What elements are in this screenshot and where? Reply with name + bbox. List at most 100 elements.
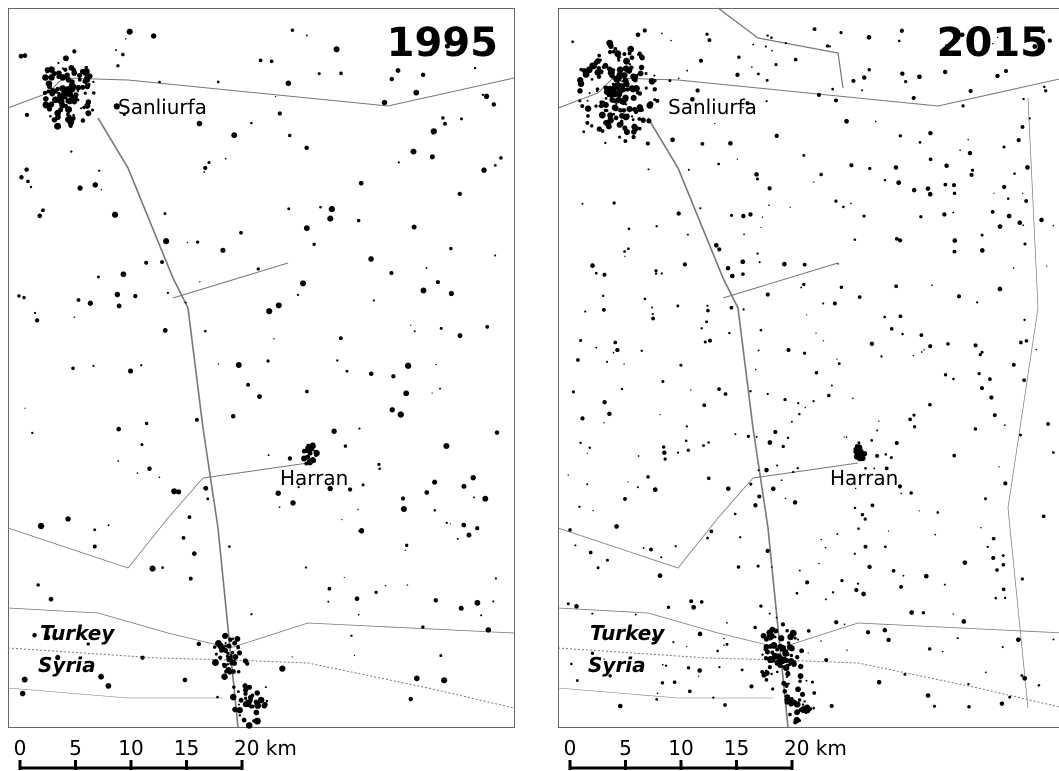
settlement [69,79,75,85]
settlement [257,394,262,399]
settlement [794,711,797,714]
settlement [961,104,965,108]
settlement [72,116,76,120]
settlement [67,114,72,119]
settlement [917,74,922,80]
settlement [395,68,401,73]
settlement [1006,197,1010,200]
settlement [867,564,872,570]
settlement [605,123,612,130]
settlement [636,486,639,489]
settlement [391,374,396,379]
settlement [782,689,788,694]
settlement [617,703,623,709]
settlement [619,99,624,105]
settlement [234,636,241,642]
settlement [1001,554,1005,558]
settlement [618,107,623,113]
settlement [931,284,933,286]
settlement [42,101,48,107]
settlement [836,358,838,360]
settlement [420,287,427,294]
settlement [685,645,688,648]
road [1007,97,1039,709]
settlement [1011,362,1016,367]
settlement [706,476,711,481]
settlement [92,182,99,188]
settlement [625,87,630,92]
settlement [67,118,75,126]
settlement [889,327,894,331]
settlement [37,213,43,219]
settlement [239,230,243,235]
settlement [788,645,795,652]
settlement [84,84,90,90]
settlement [307,450,313,456]
settlement [618,121,624,127]
settlement [912,425,917,429]
settlement [445,521,448,525]
settlement [782,665,786,669]
settlement [992,43,994,45]
settlement [253,717,261,725]
settlement [171,488,178,495]
settlement [1024,199,1029,203]
settlement [598,111,606,119]
settlement [900,71,905,76]
settlement [413,330,416,333]
settlement [266,359,270,363]
settlement [622,52,627,56]
settlement [612,201,616,205]
settlement [574,604,579,609]
settlement [226,663,230,666]
settlement [857,527,860,530]
settlement [672,680,677,685]
settlement [485,325,490,329]
settlement [584,105,592,112]
settlement [736,565,741,569]
settlement [818,562,820,565]
settlement [266,308,273,315]
road [97,117,239,728]
settlement [595,71,598,74]
settlement [221,673,228,680]
settlement [291,656,293,658]
settlement [904,80,908,84]
settlement [222,632,229,640]
settlement [457,333,463,339]
settlement [579,441,582,445]
settlement [1002,145,1006,149]
settlement [979,386,984,391]
settlement [690,97,695,102]
settlement [771,49,773,52]
settlement [305,34,308,37]
settlement [767,186,772,191]
settlement [726,621,728,624]
settlement [70,150,73,153]
settlement [672,641,675,644]
settlement [978,353,982,357]
settlement [942,212,947,217]
settlement [252,719,256,723]
settlement [908,417,912,422]
settlement [236,644,240,648]
settlement [216,695,219,699]
settlement [212,645,217,649]
settlement [570,662,573,666]
settlement [691,604,697,610]
settlement [606,360,609,363]
settlement [706,304,709,307]
settlement [331,428,337,434]
settlement [602,294,605,298]
settlement [35,318,40,323]
settlement [804,406,806,409]
settlement [614,81,621,88]
settlement [327,485,333,492]
settlement [854,487,857,490]
settlement [832,301,837,306]
settlement [884,466,889,471]
settlement [443,442,450,450]
settlement [358,528,365,534]
panel-frame [8,8,515,728]
settlement [580,104,585,109]
